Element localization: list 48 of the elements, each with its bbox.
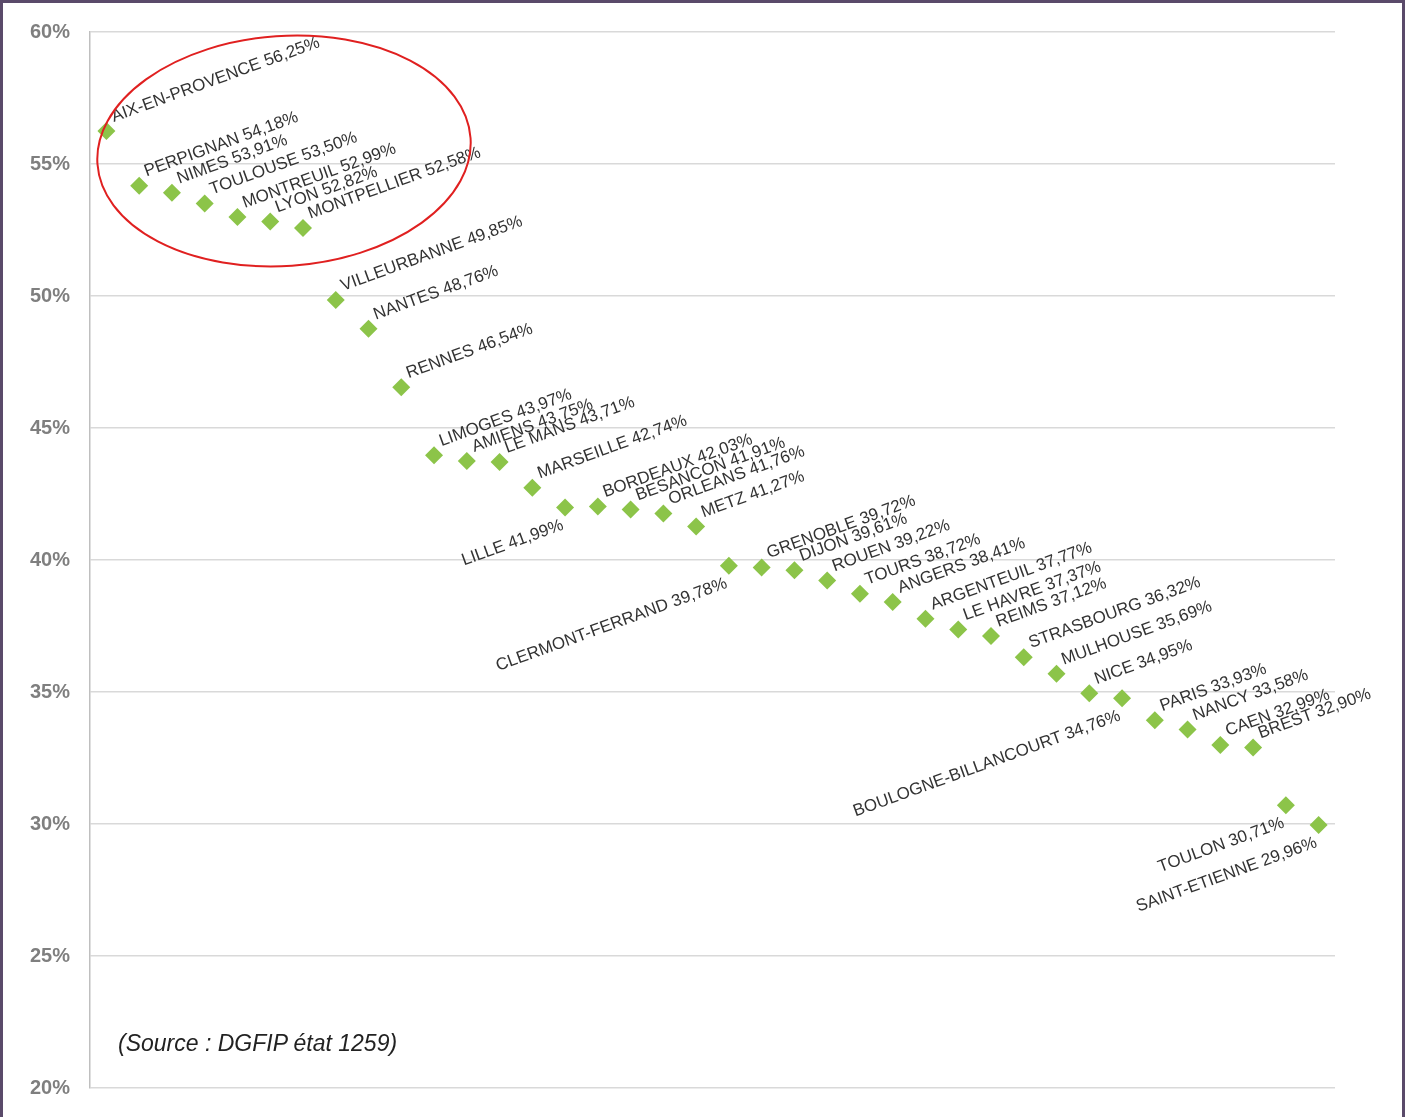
point bbox=[654, 504, 673, 523]
point bbox=[588, 497, 607, 516]
point bbox=[326, 290, 345, 309]
point bbox=[687, 517, 706, 536]
point bbox=[850, 584, 869, 603]
point bbox=[752, 558, 771, 577]
y-tick-label: 25% bbox=[30, 943, 71, 966]
point bbox=[785, 561, 804, 580]
point bbox=[1014, 648, 1033, 667]
point bbox=[261, 212, 280, 231]
point bbox=[1309, 816, 1328, 835]
y-tick-label: 40% bbox=[30, 547, 71, 570]
point bbox=[457, 452, 476, 470]
y-tick-label: 50% bbox=[30, 283, 71, 306]
point bbox=[162, 183, 181, 202]
y-tick-label: 35% bbox=[30, 679, 71, 702]
point bbox=[1145, 711, 1164, 730]
point bbox=[1080, 684, 1099, 703]
point bbox=[883, 592, 902, 611]
y-tick-label: 30% bbox=[30, 811, 71, 834]
y-tick-label: 45% bbox=[30, 415, 71, 438]
y-tick-label: 20% bbox=[30, 1075, 71, 1098]
point bbox=[949, 620, 968, 639]
point bbox=[359, 319, 378, 338]
point bbox=[523, 478, 542, 497]
point bbox=[1047, 664, 1066, 683]
point bbox=[130, 176, 149, 195]
point bbox=[982, 627, 1000, 646]
point bbox=[1244, 738, 1263, 757]
point bbox=[1211, 736, 1230, 755]
point bbox=[490, 453, 509, 472]
point bbox=[916, 609, 935, 628]
point bbox=[556, 498, 575, 517]
point bbox=[621, 500, 640, 519]
point bbox=[392, 378, 411, 397]
point bbox=[1113, 689, 1132, 708]
data-label: LILLE 41,99% bbox=[458, 514, 566, 570]
point bbox=[818, 571, 837, 590]
point bbox=[228, 208, 247, 227]
y-tick-label: 55% bbox=[30, 151, 71, 174]
point bbox=[293, 218, 312, 237]
point bbox=[1178, 720, 1197, 739]
point bbox=[1276, 796, 1295, 815]
annotation: (Source : DGFIP état 1259) bbox=[118, 1030, 398, 1057]
point bbox=[195, 194, 214, 213]
y-tick-label: 60% bbox=[30, 19, 71, 42]
point bbox=[719, 556, 738, 575]
point bbox=[425, 446, 444, 465]
